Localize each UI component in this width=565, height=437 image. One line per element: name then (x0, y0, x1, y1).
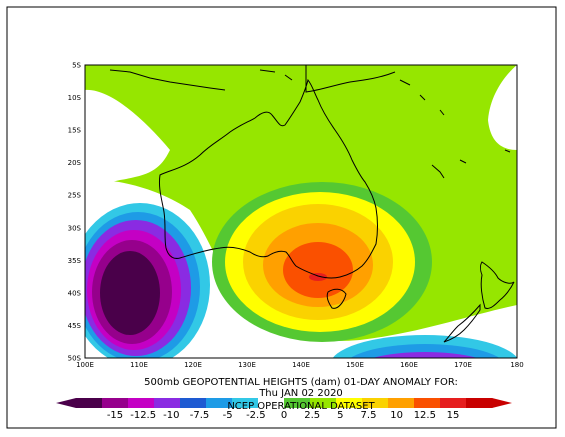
pacific-islands-coast (431, 149, 511, 179)
australia-coast (159, 78, 378, 279)
colorbar-tick-label: -15 (107, 410, 123, 421)
nz-south-coast (443, 303, 481, 343)
colorbar-tick-label: 15 (447, 410, 460, 421)
colorbar-swatch (258, 398, 285, 408)
coastlines (109, 65, 515, 343)
lat-label: 15S (68, 127, 82, 135)
colorbar-tick-label: -12.5 (130, 410, 156, 421)
plot-frame (84, 64, 518, 359)
colorbar-swatch (310, 398, 337, 408)
lon-label: 140E (292, 361, 310, 369)
lat-label: 25S (68, 192, 82, 200)
latitude-labels: 5S 10S 15S 20S 25S 30S 35S 40S 45S 50S (68, 62, 82, 363)
lat-label: 30S (68, 224, 82, 232)
lat-label: 35S (68, 257, 82, 265)
colorbar-tick-label: -7.5 (190, 410, 210, 421)
colorbar-swatch (180, 398, 207, 408)
colorbar-tick-label: 10 (390, 410, 403, 421)
colorbar-arrow-left (56, 398, 76, 408)
colorbar-swatch (414, 398, 441, 408)
lon-label: 180 (510, 361, 523, 369)
lat-label: 40S (68, 289, 82, 297)
colorbar-swatch (76, 398, 103, 408)
low-se-blue (350, 344, 500, 358)
indonesia-coast (109, 69, 226, 91)
lon-label: 120E (184, 361, 202, 369)
islands-coast (259, 69, 445, 116)
colorbar-swatch (336, 398, 363, 408)
longitude-labels: 100E 110E 120E 130E 140E 150E 160E 170E 180 (76, 361, 524, 369)
map-title-line2: Thu JAN 02 2020 (258, 388, 343, 399)
lat-label: 50S (68, 355, 82, 363)
field-near-zero-northeast (488, 65, 517, 150)
colorbar-tick-label: 5 (337, 410, 343, 421)
colorbar-swatch (154, 398, 181, 408)
lon-label: 160E (400, 361, 418, 369)
colorbar-tick-label: -5 (223, 410, 233, 421)
low-contour-core (100, 251, 160, 335)
colorbar-tick-label: -2.5 (246, 410, 266, 421)
colorbar-arrow-right (492, 398, 512, 408)
tasmania-coast (326, 288, 347, 309)
colorbar-swatch (102, 398, 129, 408)
colorbar-swatch (128, 398, 155, 408)
png-coast (305, 65, 396, 93)
colorbar-swatch (232, 398, 259, 408)
colorbar-swatch (284, 398, 311, 408)
nz-north-coast (480, 261, 515, 309)
lon-label: 100E (76, 361, 94, 369)
anomaly-field (85, 65, 517, 358)
colorbar-tick-label: 0 (281, 410, 287, 421)
colorbar-swatch (362, 398, 389, 408)
lon-label: 130E (238, 361, 256, 369)
lat-label: 5S (72, 62, 81, 70)
high-contour-max (309, 273, 327, 281)
colorbar-swatch (466, 398, 493, 408)
dataset-label: NCEP OPERATIONAL DATASET (227, 401, 375, 412)
colorbar-swatch (440, 398, 467, 408)
colorbar-tick-label: 2.5 (304, 410, 320, 421)
lon-label: 170E (454, 361, 472, 369)
colorbar-tick-label: 7.5 (361, 410, 377, 421)
lon-label: 150E (346, 361, 364, 369)
colorbar-tick-label: -10 (163, 410, 179, 421)
lat-label: 20S (68, 159, 82, 167)
colorbar-tick-label: 12.5 (414, 410, 436, 421)
high-contour-redorange (283, 242, 353, 298)
colorbar-swatch (206, 398, 233, 408)
lat-label: 10S (68, 94, 82, 102)
lon-label: 110E (130, 361, 148, 369)
colorbar (56, 398, 512, 408)
low-se-violet (372, 352, 478, 358)
field-near-zero-northwest (85, 89, 170, 186)
map-title-line1: 500mb GEOPOTENTIAL HEIGHTS (dam) 01-DAY … (144, 377, 458, 388)
lat-label: 45S (68, 322, 82, 330)
colorbar-swatch (388, 398, 415, 408)
colorbar-labels: -15 -12.5 -10 -7.5 -5 -2.5 0 2.5 5 7.5 10 12.5 15 (107, 410, 460, 421)
figure-border (6, 6, 557, 429)
